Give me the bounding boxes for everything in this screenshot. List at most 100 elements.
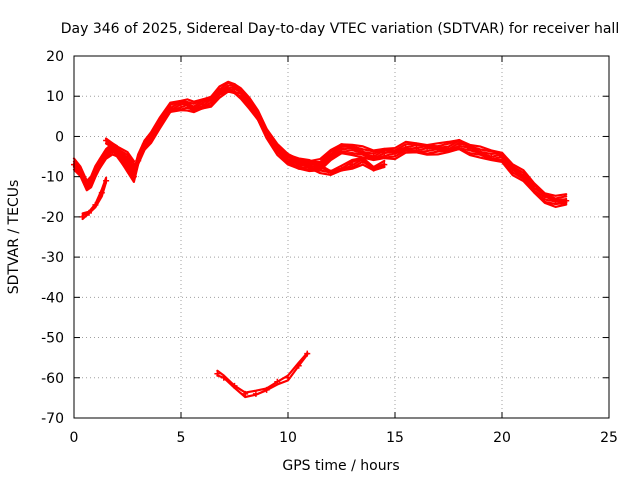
data-point xyxy=(184,101,191,108)
data-point xyxy=(424,145,431,152)
x-tick-label: 10 xyxy=(279,430,297,446)
y-tick-label: -30 xyxy=(41,250,64,266)
data-point xyxy=(77,169,84,176)
data-point xyxy=(141,141,148,148)
x-tick-label: 0 xyxy=(70,430,79,446)
data-point xyxy=(295,362,302,369)
data-point xyxy=(252,390,259,397)
data-point xyxy=(285,374,291,381)
data-point xyxy=(135,157,142,164)
series-line xyxy=(72,89,568,204)
data-point xyxy=(541,193,548,200)
y-tick-label: -70 xyxy=(41,411,64,427)
data-point xyxy=(113,145,120,152)
y-tick-label: -20 xyxy=(41,210,64,226)
data-point xyxy=(246,101,253,108)
x-tick-label: 15 xyxy=(386,430,404,446)
plot-frame xyxy=(73,55,610,419)
data-point xyxy=(531,185,538,192)
data-point xyxy=(295,157,302,164)
tick-layer: -70 -60 -50 -40 -30 -20 -10 0 10 20 0 5 10 15 20 25 xyxy=(41,49,618,446)
series-line xyxy=(216,353,309,399)
data-point xyxy=(190,105,197,112)
y-tick-label: -60 xyxy=(41,371,64,387)
data-point xyxy=(327,153,334,160)
data-point xyxy=(285,153,291,160)
series-main-band xyxy=(71,80,570,208)
x-tick-label: 5 xyxy=(177,430,186,446)
data-point xyxy=(563,197,570,204)
data-point xyxy=(83,181,90,188)
data-point xyxy=(207,97,214,104)
data-point xyxy=(85,209,92,216)
data-point xyxy=(126,165,133,172)
series-line xyxy=(286,153,386,173)
data-point xyxy=(88,177,95,184)
data-point xyxy=(402,145,409,152)
data-point xyxy=(167,105,174,112)
series-layer xyxy=(71,80,570,399)
data-point xyxy=(359,157,366,164)
y-tick-label: 20 xyxy=(46,49,64,65)
data-point xyxy=(231,85,238,92)
data-point xyxy=(381,149,388,156)
series-line xyxy=(72,90,568,208)
data-point xyxy=(274,378,281,385)
data-point xyxy=(231,382,238,389)
data-point xyxy=(263,129,270,136)
data-point xyxy=(381,161,388,168)
data-point xyxy=(92,201,99,208)
chart-title: Day 346 of 2025, Sidereal Day-to-day VTE… xyxy=(61,21,619,37)
y-tick-label: -10 xyxy=(41,170,64,186)
data-point xyxy=(242,390,249,397)
x-tick-label: 25 xyxy=(600,430,618,446)
data-point xyxy=(120,157,127,164)
data-point xyxy=(499,153,505,160)
series-upper-branch xyxy=(103,137,137,171)
data-point xyxy=(124,153,131,160)
data-point xyxy=(349,161,356,168)
data-point xyxy=(225,85,232,92)
data-point xyxy=(413,145,420,152)
data-point xyxy=(317,165,324,172)
data-point xyxy=(445,145,452,152)
data-point xyxy=(466,145,473,152)
series-line xyxy=(105,137,135,163)
series-short-segment xyxy=(79,176,110,220)
data-point xyxy=(103,137,110,144)
data-point xyxy=(274,145,281,152)
data-point xyxy=(304,350,311,357)
x-tick-label: 20 xyxy=(493,430,511,446)
x-axis-label: GPS time / hours xyxy=(282,458,399,474)
data-point xyxy=(359,149,366,156)
data-point xyxy=(148,133,155,140)
y-tick-label: -50 xyxy=(41,331,64,347)
data-point xyxy=(338,165,345,172)
y-axis-label: SDTVAR / TECUs xyxy=(6,180,22,295)
series-isolated-arc xyxy=(214,350,311,399)
data-point xyxy=(370,165,377,172)
data-point xyxy=(552,197,559,204)
data-point xyxy=(98,189,105,196)
data-point xyxy=(392,149,398,156)
grid-layer xyxy=(74,56,609,418)
data-point xyxy=(509,165,516,172)
data-point xyxy=(338,145,345,152)
data-point xyxy=(434,145,441,152)
data-point xyxy=(156,121,163,128)
data-point xyxy=(96,161,103,168)
series-lower-branch xyxy=(285,153,388,176)
data-point xyxy=(220,374,227,381)
series-line xyxy=(216,351,309,394)
data-point xyxy=(255,113,262,120)
data-point xyxy=(456,141,463,148)
data-point xyxy=(520,173,527,180)
data-point xyxy=(216,89,223,96)
data-point xyxy=(130,173,137,180)
data-point xyxy=(214,370,221,377)
data-point xyxy=(92,169,99,176)
data-point xyxy=(103,149,110,156)
data-point xyxy=(130,161,137,168)
data-point xyxy=(477,149,484,156)
